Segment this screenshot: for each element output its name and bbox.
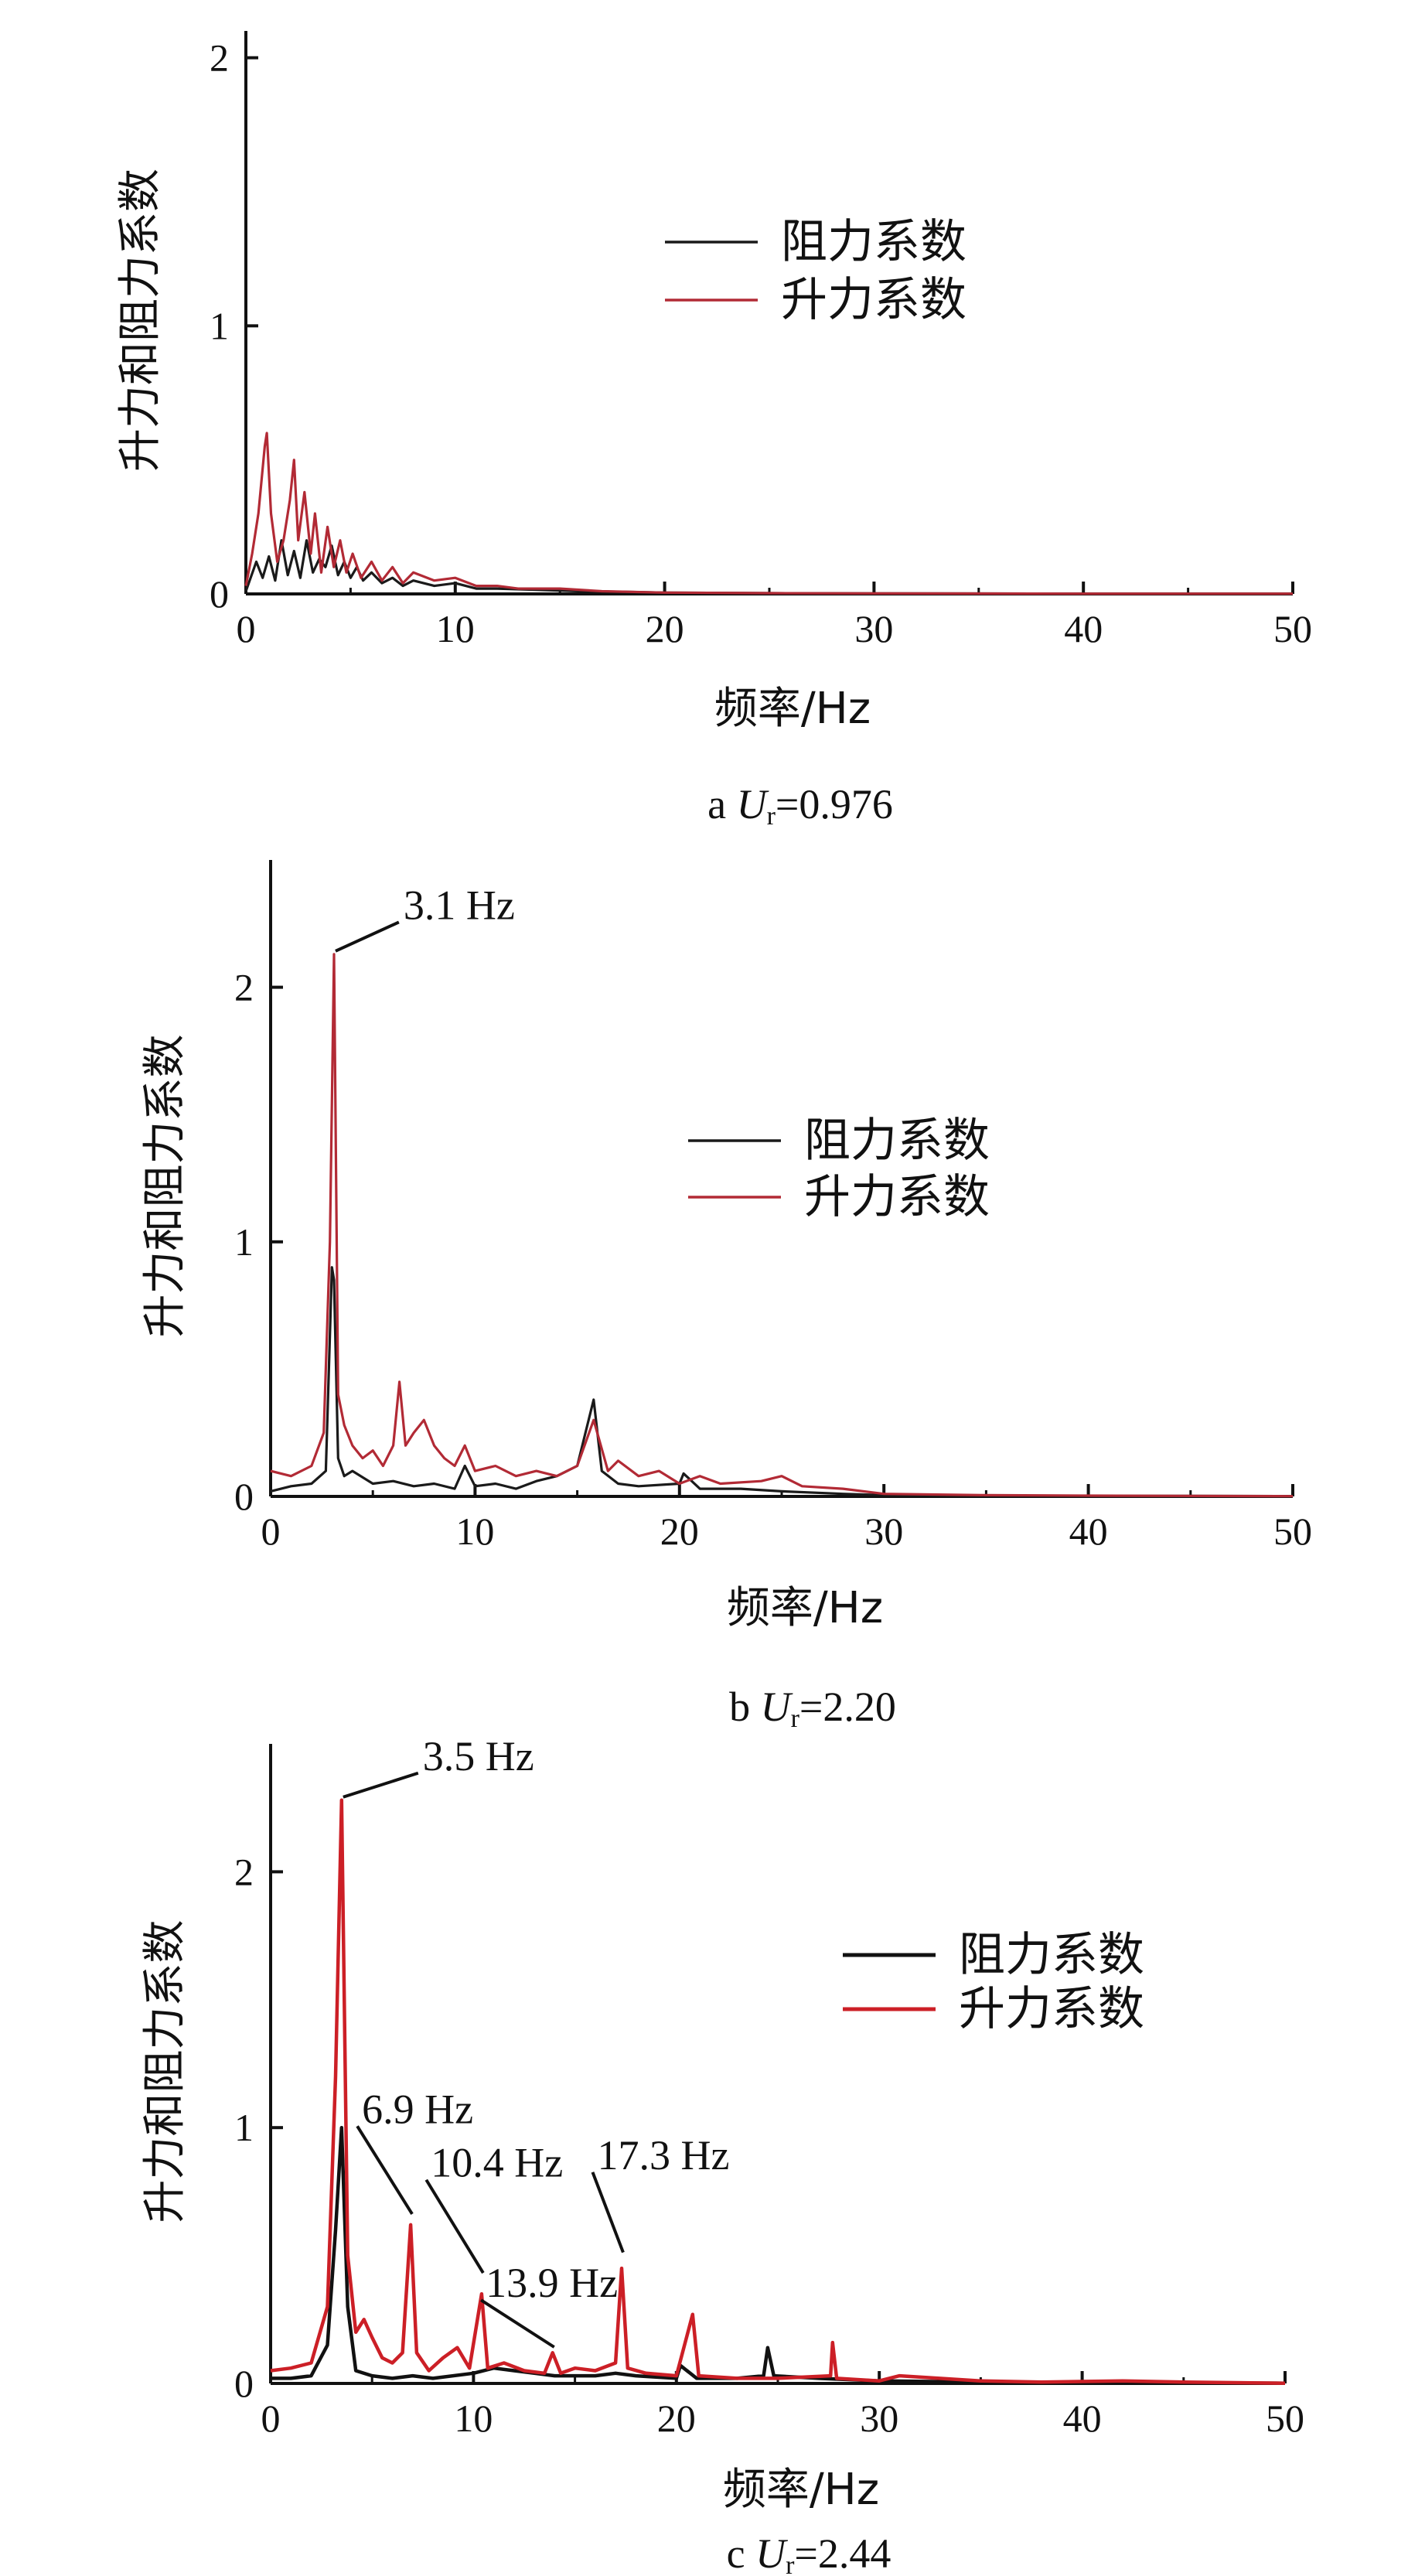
x-tick-label: 50 (1273, 1510, 1312, 1553)
annotation-label: 10.4 Hz (431, 2140, 563, 2186)
y-tick-label: 1 (234, 1220, 254, 1264)
caption-value: =2.20 (799, 1684, 896, 1730)
y-axis-label: 升力和阻力系数 (140, 1920, 190, 2223)
x-tick-label: 50 (1273, 607, 1312, 650)
caption-letter: b (729, 1684, 750, 1730)
legend-label: 阻力系数 (804, 1114, 990, 1168)
y-axis-label: 升力和阻力系数 (115, 169, 165, 472)
legend-label: 阻力系数 (781, 215, 966, 269)
y-tick-label: 1 (210, 304, 229, 347)
x-tick-label: 20 (646, 607, 684, 650)
y-tick-label: 0 (234, 2362, 254, 2405)
series-line-drag (270, 1266, 1294, 1498)
caption-value: =0.976 (776, 781, 893, 827)
x-axis-label: 频率/Hz (714, 684, 871, 734)
legend-label: 升力系数 (959, 1982, 1144, 2036)
y-axis-label: 升力和阻力系数 (140, 1035, 190, 1338)
y-tick-label: 2 (234, 1850, 254, 1893)
series-line-lift (270, 953, 1294, 1498)
x-tick-label: 20 (660, 1510, 699, 1553)
caption-subscript: r (767, 802, 776, 831)
caption-variable: U (761, 1684, 793, 1730)
panel-caption: a Ur=0.976 (707, 781, 893, 831)
x-tick-label: 40 (1069, 1510, 1108, 1553)
annotation-label: 3.5 Hz (423, 1733, 534, 1779)
x-tick-label: 30 (864, 1510, 903, 1553)
y-tick-label: 2 (210, 36, 229, 80)
caption-letter: a (707, 781, 726, 827)
x-tick-label: 20 (657, 2397, 696, 2440)
caption-variable: U (755, 2530, 788, 2576)
caption-subscript: r (791, 1704, 800, 1733)
caption-variable: U (737, 781, 769, 827)
panel-caption: c Ur=2.44 (727, 2530, 891, 2576)
y-tick-label: 2 (234, 966, 254, 1009)
x-axis-label: 频率/Hz (727, 1583, 883, 1633)
annotation-label: 6.9 Hz (362, 2086, 473, 2132)
annotation-leader (480, 2298, 555, 2349)
series-line-drag (271, 2125, 1286, 2385)
annotation-leader (591, 2172, 625, 2254)
x-tick-label: 10 (454, 2397, 493, 2440)
caption-letter: c (727, 2530, 745, 2576)
legend-label: 阻力系数 (959, 1928, 1144, 1982)
annotation-leader (335, 920, 400, 953)
series-line-drag (244, 539, 1293, 595)
caption-value: =2.44 (794, 2530, 891, 2576)
x-tick-label: 50 (1266, 2397, 1304, 2440)
x-tick-label: 30 (860, 2397, 898, 2440)
x-tick-label: 0 (261, 2397, 281, 2440)
x-axis-label: 频率/Hz (723, 2465, 879, 2515)
y-tick-label: 1 (234, 2106, 254, 2149)
annotation-leader (424, 2179, 485, 2274)
annotation-leader (343, 1771, 419, 1799)
annotation-label: 17.3 Hz (597, 2132, 729, 2179)
x-tick-label: 10 (436, 607, 475, 650)
panel-caption: b Ur=2.20 (729, 1684, 896, 1733)
x-tick-label: 10 (455, 1510, 494, 1553)
legend-label: 升力系数 (781, 273, 966, 327)
x-tick-label: 0 (261, 1510, 281, 1553)
y-tick-label: 0 (234, 1475, 254, 1518)
x-tick-label: 40 (1063, 2397, 1102, 2440)
annotation-leader (356, 2125, 414, 2216)
x-tick-label: 40 (1064, 607, 1103, 650)
x-tick-label: 0 (237, 607, 256, 650)
legend-label: 升力系数 (804, 1170, 990, 1224)
caption-subscript: r (786, 2551, 795, 2576)
y-tick-label: 0 (210, 572, 229, 616)
annotation-label: 13.9 Hz (486, 2260, 618, 2306)
series-line-lift (244, 432, 1293, 595)
series-line-lift (270, 1798, 1286, 2385)
x-tick-label: 30 (854, 607, 893, 650)
annotation-label: 3.1 Hz (404, 882, 515, 928)
